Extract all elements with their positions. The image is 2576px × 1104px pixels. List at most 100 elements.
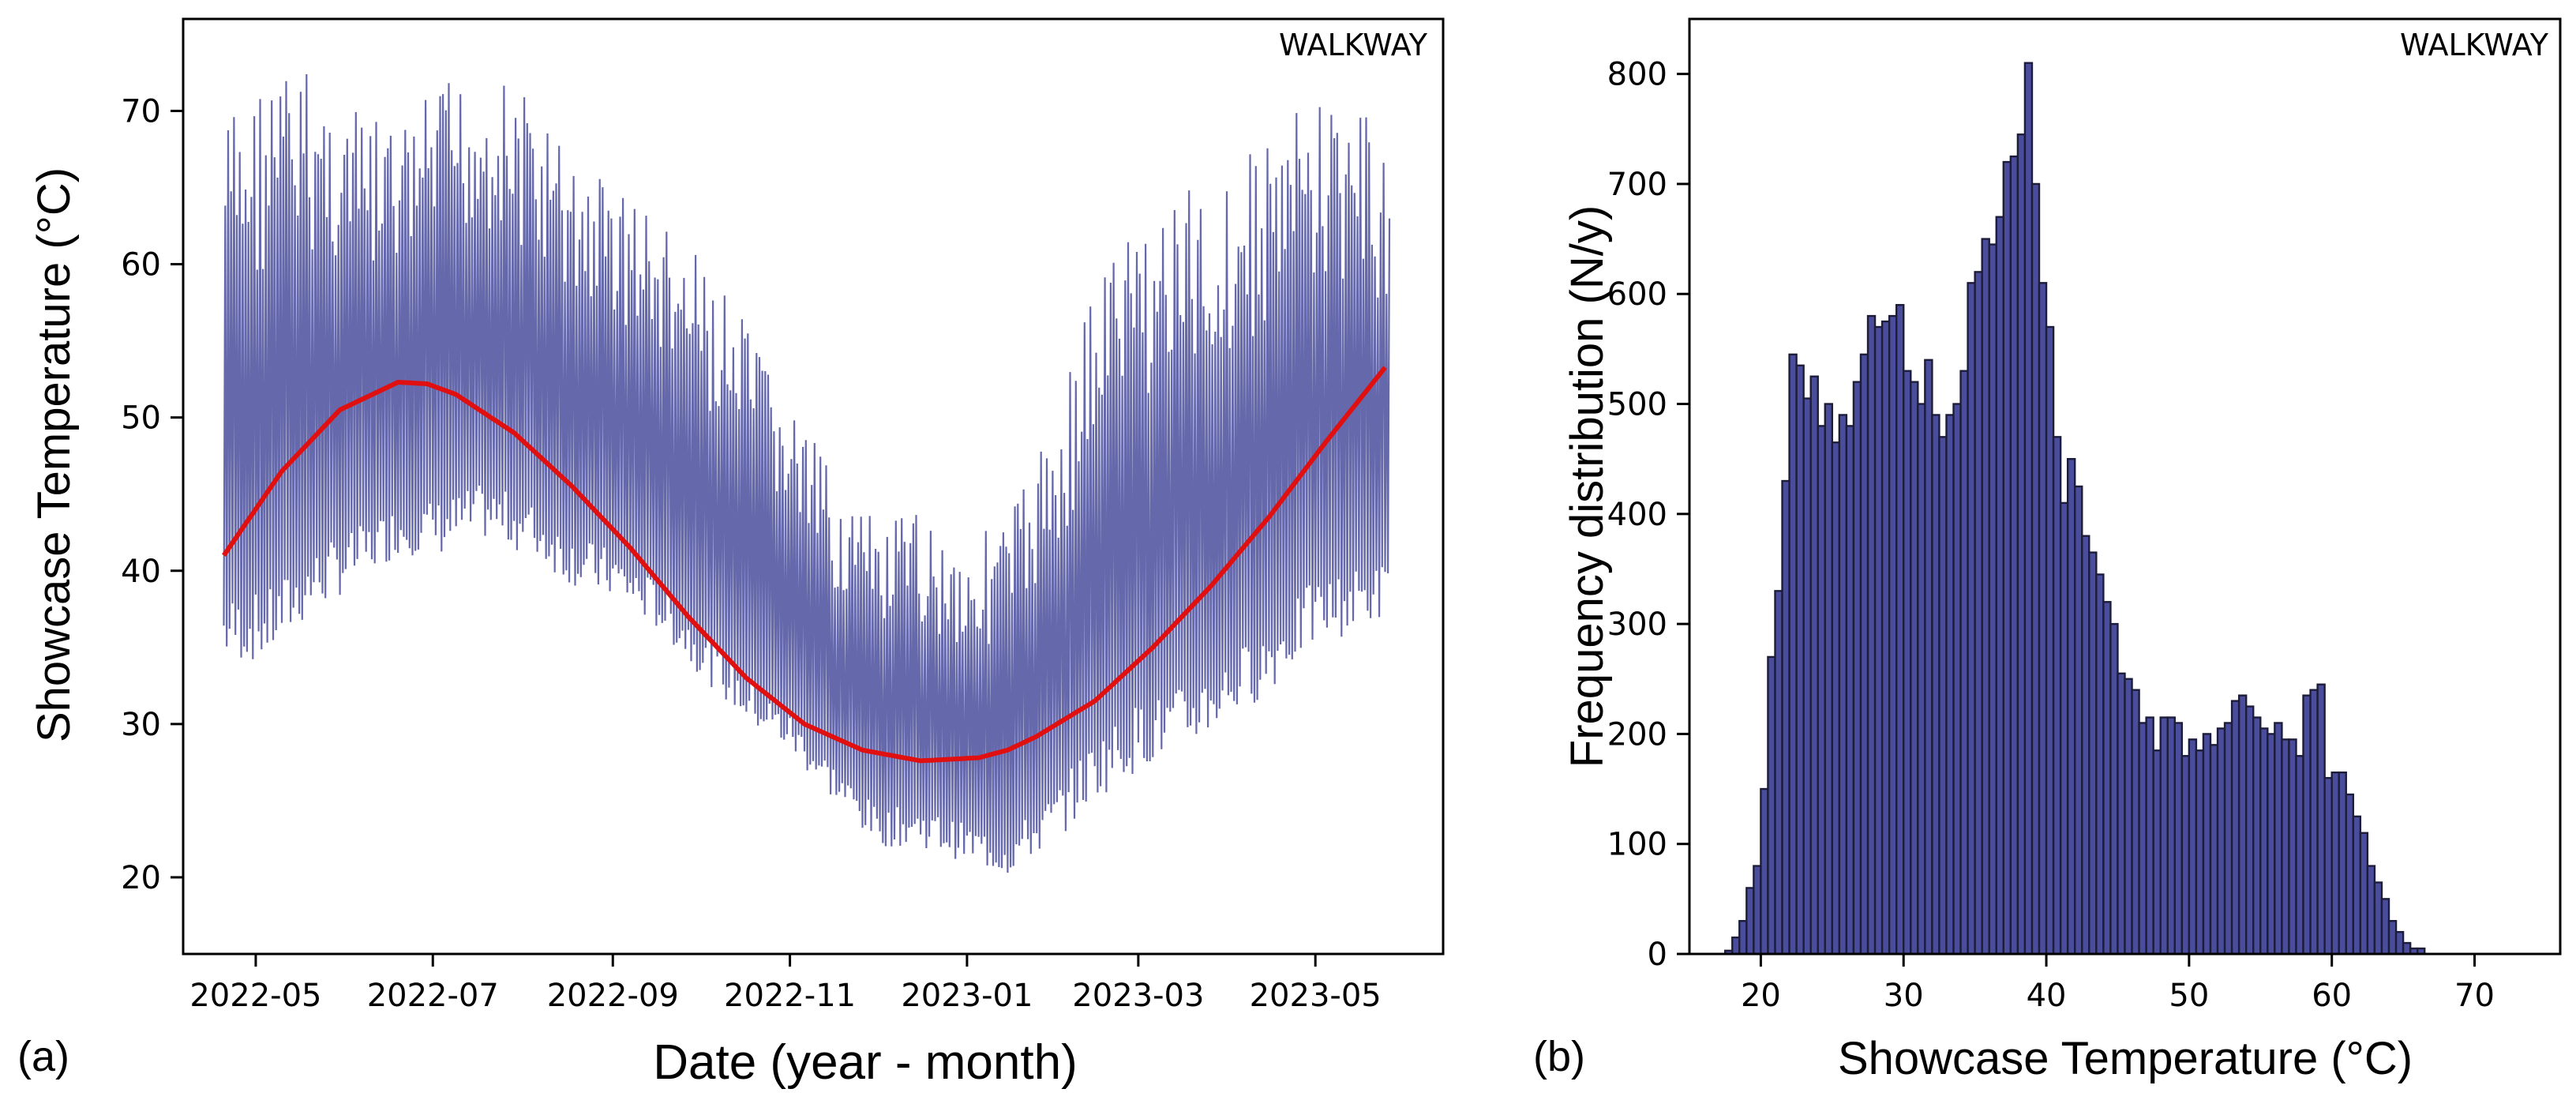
- histogram-bar: [2074, 485, 2083, 956]
- histogram-bar: [2216, 727, 2226, 956]
- histogram-bar: [2352, 815, 2362, 956]
- trend-group: [222, 366, 1387, 764]
- y-tick-label: 20: [121, 860, 161, 896]
- histogram-bar: [2380, 898, 2390, 956]
- histogram-bar: [2209, 744, 2219, 956]
- histogram-bar: [1838, 414, 1848, 956]
- histogram-bar: [2023, 62, 2034, 956]
- temperature-series-line: [223, 73, 1391, 873]
- histogram-bar: [2281, 738, 2290, 956]
- histogram-bar: [2295, 755, 2304, 956]
- panel-a-annotation: WALKWAY: [1279, 28, 1428, 62]
- histogram-bar: [2052, 436, 2062, 956]
- x-tick-label: 50: [2169, 978, 2209, 1014]
- histogram-bar: [2166, 716, 2176, 956]
- histogram-bar: [2109, 622, 2119, 956]
- panel-b-x-axis: 20 30 40 50 60 70: [1741, 954, 2495, 1014]
- histogram-bar: [2030, 182, 2041, 956]
- x-tick-label: 2023-05: [1250, 978, 1382, 1014]
- panel-a-y-axis: 20 30 40 50 60 70: [121, 93, 183, 896]
- histogram-bar: [2195, 749, 2205, 956]
- histogram-bar: [1781, 479, 1790, 956]
- histogram-bar: [1931, 414, 1940, 956]
- panel-b-histogram: 20 30 40 50 60 70 0 100 200 300 400 500 600 700 800 W…: [1562, 17, 2562, 1084]
- histogram-bar: [2309, 689, 2319, 956]
- histogram-bar: [1809, 375, 1819, 956]
- histogram-bar: [2102, 601, 2112, 956]
- histogram-bar: [1795, 364, 1805, 956]
- histogram-bar: [2259, 727, 2269, 956]
- panel-b-y-axis-label: Frequency distribution (N/y): [1562, 205, 1613, 768]
- histogram-bar: [1952, 403, 1962, 956]
- histogram-bar: [2159, 716, 2169, 956]
- histogram-bar: [2145, 716, 2154, 956]
- histogram-bar: [1745, 887, 1755, 956]
- histogram-bar: [1852, 381, 1862, 956]
- histogram-bar: [1945, 414, 1955, 956]
- histogram-bar: [2009, 155, 2019, 956]
- histogram-bar: [2016, 133, 2027, 956]
- histogram-bar: [2244, 705, 2255, 956]
- histogram-bar: [2188, 738, 2198, 956]
- x-tick-label: 40: [2027, 978, 2067, 1014]
- panel-a-y-axis-label: Showcase Temperature (°C): [28, 167, 80, 742]
- histogram-bar: [2124, 678, 2133, 956]
- histogram-bar: [2267, 733, 2276, 956]
- histogram-bar: [1767, 655, 1776, 956]
- histogram-bar: [2237, 694, 2248, 956]
- histogram-bar: [1802, 397, 1812, 956]
- histogram-bar: [1817, 425, 1826, 956]
- panel-a-x-axis-label: Date (year - month): [653, 1035, 1078, 1090]
- histogram-bar: [2274, 722, 2283, 956]
- panel-a-plot-frame: [182, 17, 1445, 956]
- histogram-bar: [2402, 941, 2412, 956]
- histogram-bar: [2394, 930, 2405, 956]
- histogram-bar: [2088, 551, 2098, 956]
- y-tick-label: 600: [1607, 276, 1667, 313]
- histogram-bar: [2038, 282, 2048, 956]
- histogram-bar: [2081, 535, 2090, 956]
- x-tick-label: 20: [1741, 978, 1781, 1014]
- y-tick-label: 0: [1648, 937, 1667, 973]
- panel-b-plot-frame: [1688, 17, 2562, 956]
- histogram-bar: [2117, 672, 2126, 956]
- histogram-bar: [1959, 370, 1969, 956]
- y-tick-label: 100: [1607, 827, 1667, 863]
- histogram-bar: [2066, 457, 2076, 956]
- histogram-bar: [2323, 776, 2333, 956]
- histogram-bar: [1873, 325, 1884, 956]
- histogram-bar: [2002, 160, 2012, 956]
- panel-a-line-chart: 2022-05 2022-07 2022-09 2022-11 2023-01 2023-…: [28, 17, 1445, 1090]
- histogram-bar: [1859, 353, 1869, 956]
- histogram-bar: [1831, 441, 1841, 956]
- y-tick-label: 200: [1607, 716, 1667, 753]
- histogram-bar: [1903, 370, 1912, 956]
- histogram-bar: [2202, 733, 2212, 956]
- x-tick-label: 30: [1884, 978, 1924, 1014]
- histogram-bar: [1888, 314, 1898, 956]
- histogram-bar: [1738, 920, 1748, 956]
- histogram-bar: [2138, 722, 2147, 956]
- histogram-bar: [1866, 314, 1877, 956]
- y-tick-label: 50: [121, 400, 161, 437]
- panel-b-x-axis-label: Showcase Temperature (°C): [1838, 1033, 2413, 1084]
- histogram-bar: [2095, 573, 2105, 956]
- histogram-bar: [1938, 436, 1948, 956]
- histogram-bar: [1981, 238, 1990, 956]
- x-tick-label: 2022-09: [547, 978, 679, 1014]
- histogram-bar: [1753, 865, 1762, 956]
- histogram-bar: [2338, 771, 2347, 956]
- histogram-bar: [2252, 716, 2262, 956]
- histogram-bar: [1995, 216, 2005, 956]
- histogram-bar: [2330, 771, 2340, 956]
- histogram-bars-group: [1723, 62, 2426, 956]
- trend-line: [222, 366, 1387, 764]
- x-tick-label: 60: [2312, 978, 2352, 1014]
- histogram-bar: [2223, 722, 2233, 956]
- histogram-bar: [1974, 271, 1983, 956]
- histogram-bar: [2180, 755, 2191, 956]
- panel-b-letter: (b): [1533, 1033, 1585, 1080]
- x-tick-label: 2022-05: [189, 978, 321, 1014]
- temperature-series-group: [223, 73, 1391, 873]
